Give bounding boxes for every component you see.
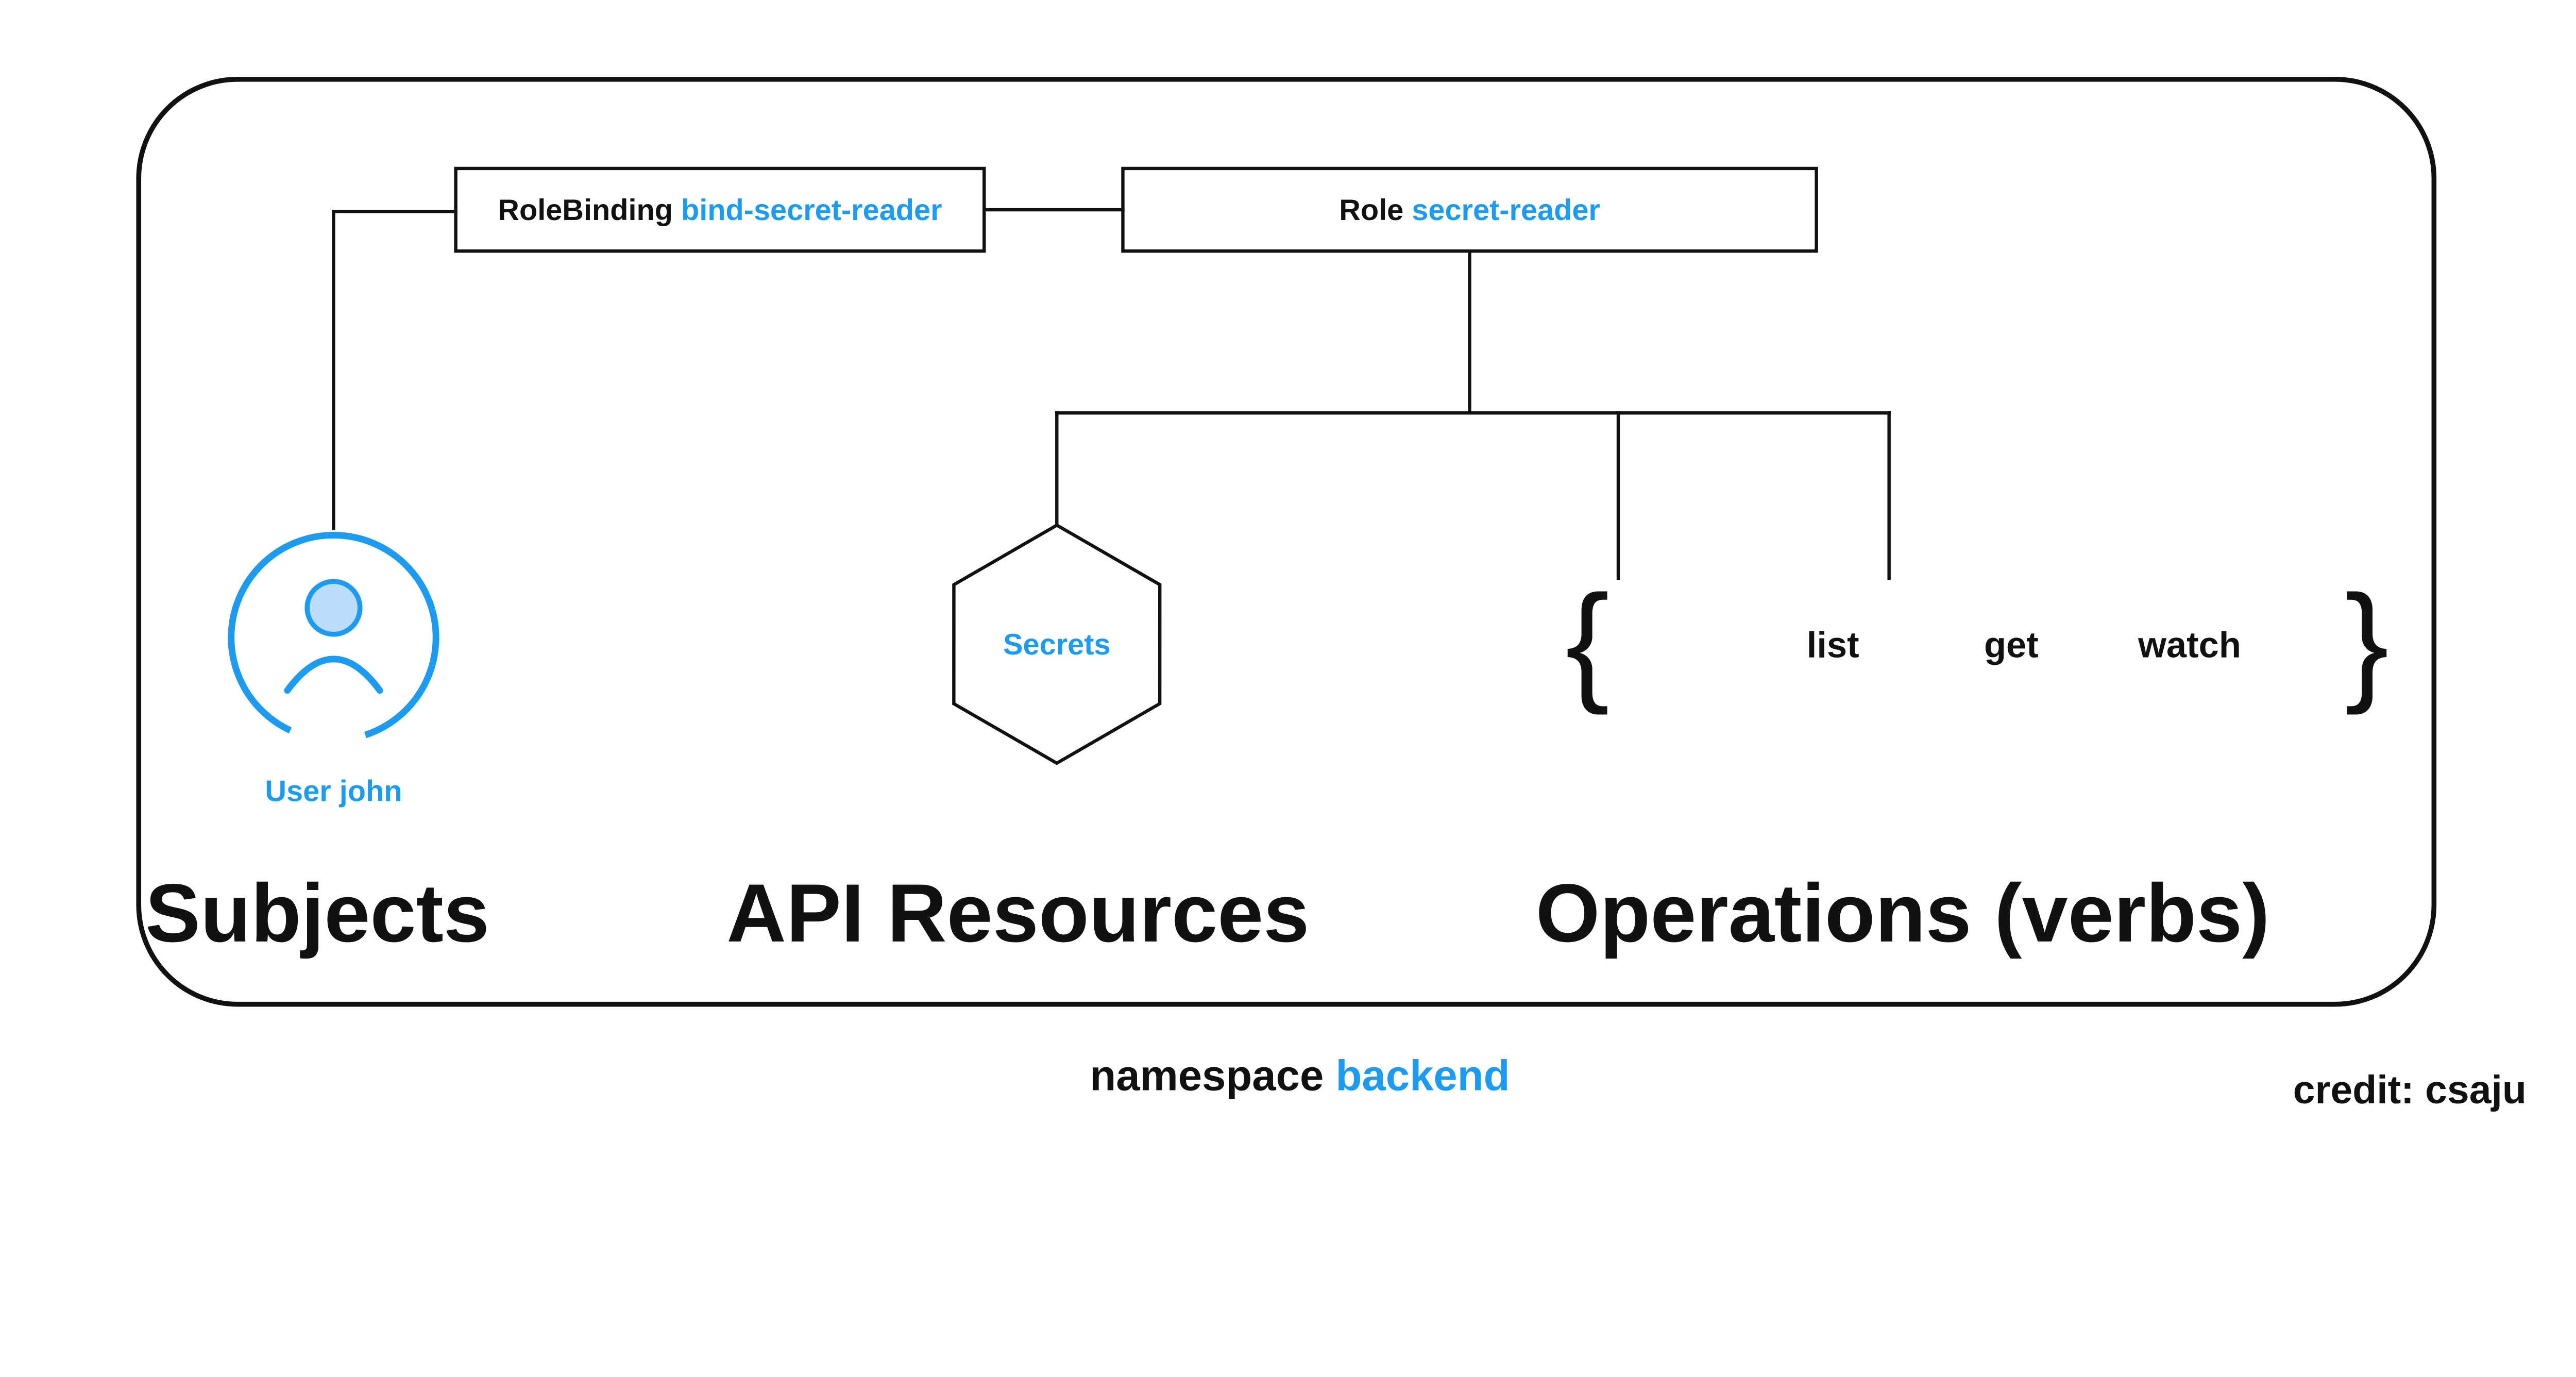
brace-left-icon: { bbox=[1565, 568, 1609, 716]
verb-get: get bbox=[1984, 625, 2039, 665]
rolebinding-label-type: RoleBinding bbox=[498, 194, 673, 227]
role-label-name: secret-reader bbox=[1412, 194, 1600, 227]
rolebinding-label-name: bind-secret-reader bbox=[681, 194, 942, 227]
resource-label: Secrets bbox=[1003, 628, 1110, 661]
user-label-name: john bbox=[339, 775, 402, 808]
heading-operations: Operations (verbs) bbox=[1536, 867, 2270, 959]
verb-list: list bbox=[1807, 625, 1859, 665]
role-label-type: Role bbox=[1339, 194, 1403, 227]
namespace-label: namespace backend bbox=[1090, 1051, 1510, 1099]
heading-api-resources: API Resources bbox=[726, 867, 1309, 959]
svg-text:User john: User john bbox=[265, 775, 402, 808]
credit-label: credit: csaju bbox=[2293, 1068, 2527, 1112]
rolebinding-box: RoleBinding bind-secret-reader bbox=[456, 169, 985, 251]
heading-subjects: Subjects bbox=[145, 867, 489, 959]
svg-text:Role secret-reader: Role secret-reader bbox=[1339, 194, 1600, 227]
verb-watch: watch bbox=[2138, 625, 2241, 665]
brace-right-icon: } bbox=[2345, 568, 2389, 716]
user-label-type: User bbox=[265, 775, 331, 808]
svg-text:RoleBinding bind-secret-reader: RoleBinding bind-secret-reader bbox=[498, 194, 942, 227]
role-box: Role secret-reader bbox=[1123, 169, 1816, 251]
